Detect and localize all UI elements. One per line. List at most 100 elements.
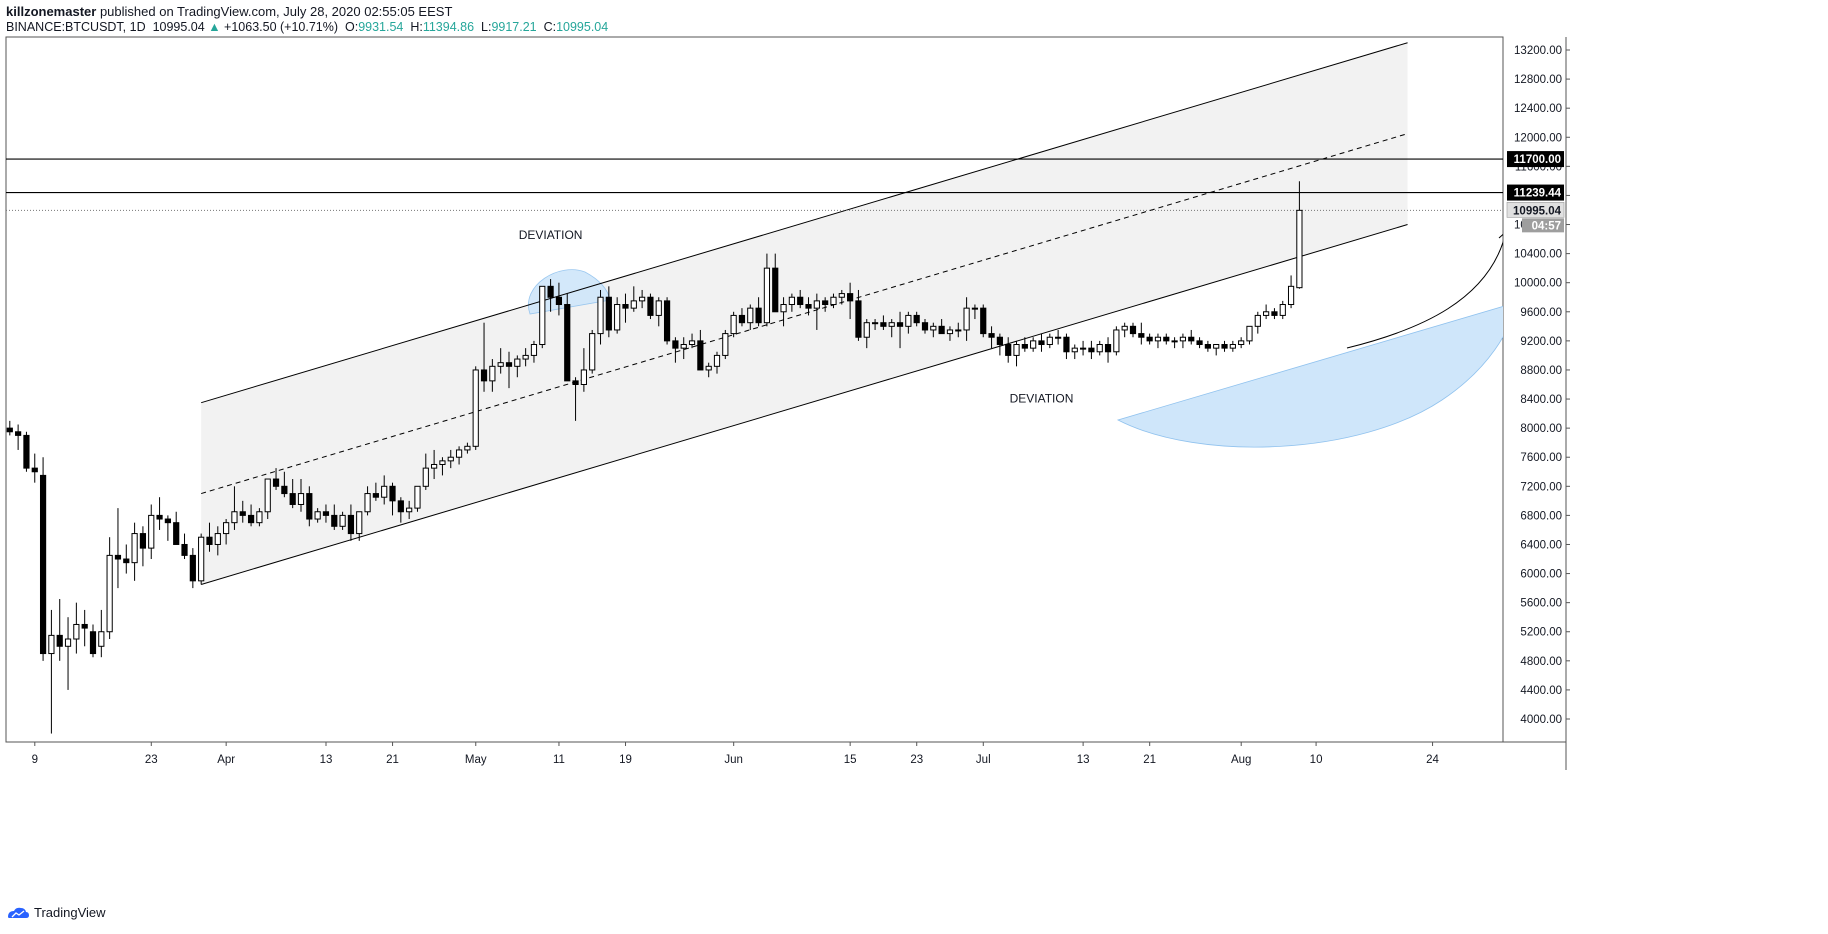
candle-body (39, 474, 47, 655)
candle (713, 351, 721, 374)
candle-body (988, 333, 995, 338)
candle-body (106, 554, 113, 633)
channel-upper-line (201, 42, 1408, 404)
candle-body (356, 511, 363, 535)
projection-arrow (1346, 240, 1503, 349)
candle-body (1154, 336, 1162, 342)
candle-body (131, 533, 138, 564)
price-level-tag-label: 11700.00 (1514, 154, 1561, 166)
y-tick-label: 13200.00 (1514, 45, 1562, 57)
candle-body (1279, 304, 1286, 316)
candle (1163, 333, 1170, 345)
y-tick-label: 9600.00 (1520, 307, 1562, 319)
candle (73, 602, 80, 654)
footer-brand-text: TradingView (34, 905, 106, 920)
candle (1246, 325, 1253, 345)
candle (347, 504, 355, 541)
candle (480, 322, 488, 392)
candle-body (1287, 285, 1295, 306)
candle-body (347, 514, 355, 535)
candle (189, 548, 196, 589)
candle-body (622, 304, 629, 309)
candle-body (455, 449, 463, 458)
candle-body (797, 296, 804, 306)
candle-body (397, 500, 404, 513)
candle (564, 293, 571, 382)
candle-body (1055, 336, 1062, 339)
publish-text: published on TradingView.com, July 28, 2… (99, 4, 453, 19)
candle (1063, 333, 1070, 360)
candle-body (1005, 344, 1012, 356)
candle (647, 293, 654, 320)
candle (1121, 322, 1128, 338)
candle-body (888, 322, 895, 327)
candle (1046, 333, 1053, 349)
candle-body (522, 354, 529, 360)
candle (431, 449, 438, 480)
low-value: 9917.21 (491, 20, 537, 34)
candle (880, 315, 887, 330)
candle (264, 478, 271, 520)
candle (946, 326, 954, 341)
candle-body (614, 304, 621, 331)
candle (655, 297, 662, 327)
candle-body (1188, 336, 1195, 342)
candle (81, 609, 88, 647)
candle (489, 359, 496, 392)
candle (447, 449, 454, 469)
candle-body (173, 522, 180, 545)
candle-body (1254, 314, 1261, 327)
candle-body (198, 536, 205, 582)
candle-body (231, 511, 238, 524)
candle (1196, 337, 1203, 349)
candle (705, 362, 712, 378)
candle-body (705, 365, 712, 371)
x-tick-label: Jul (976, 754, 991, 766)
candle-body (980, 307, 987, 335)
candle (1204, 340, 1211, 352)
y-tick-label: 4800.00 (1520, 656, 1562, 668)
candle-body (572, 380, 579, 386)
candle (1171, 337, 1178, 349)
last-price-tag (1506, 202, 1565, 218)
candle (780, 297, 787, 327)
footer-brand[interactable]: TradingView (6, 905, 106, 920)
candle (239, 500, 246, 523)
candle-body (1046, 336, 1053, 346)
candle (256, 508, 263, 527)
x-tick-label: 13 (320, 754, 333, 766)
candle (98, 609, 105, 658)
candle (747, 304, 754, 330)
candle-body (1171, 340, 1178, 343)
candle (663, 297, 671, 345)
candle-body (372, 493, 379, 498)
candle-body (322, 511, 330, 516)
candle (1071, 344, 1078, 360)
candle-body (555, 296, 563, 306)
y-tick-label: 6800.00 (1520, 510, 1562, 522)
candle (530, 340, 538, 363)
candle-body (946, 329, 954, 335)
candle (955, 322, 962, 338)
candle-body (1204, 344, 1211, 349)
candle-body (564, 304, 571, 382)
candle-body (31, 467, 38, 473)
x-tick-label: 21 (386, 754, 399, 766)
deviation-label: DEVIATION (519, 228, 583, 242)
candle-body (688, 340, 696, 346)
candle (1104, 337, 1112, 363)
candle-body (6, 427, 13, 433)
price-level-tag (1507, 151, 1564, 168)
candle-body (871, 322, 879, 325)
last-price: 10995.04 (152, 20, 205, 34)
candle-body (813, 300, 820, 309)
y-tick-label: 10400.00 (1514, 249, 1562, 261)
plot-area: DEVIATION DEVIATION (6, 42, 1503, 734)
author-name[interactable]: killzonemaster (6, 4, 97, 19)
y-tick-label: 6400.00 (1520, 539, 1562, 551)
candle (930, 322, 937, 338)
candle-body (272, 478, 280, 487)
candle (322, 504, 330, 523)
candle-body (938, 325, 945, 335)
